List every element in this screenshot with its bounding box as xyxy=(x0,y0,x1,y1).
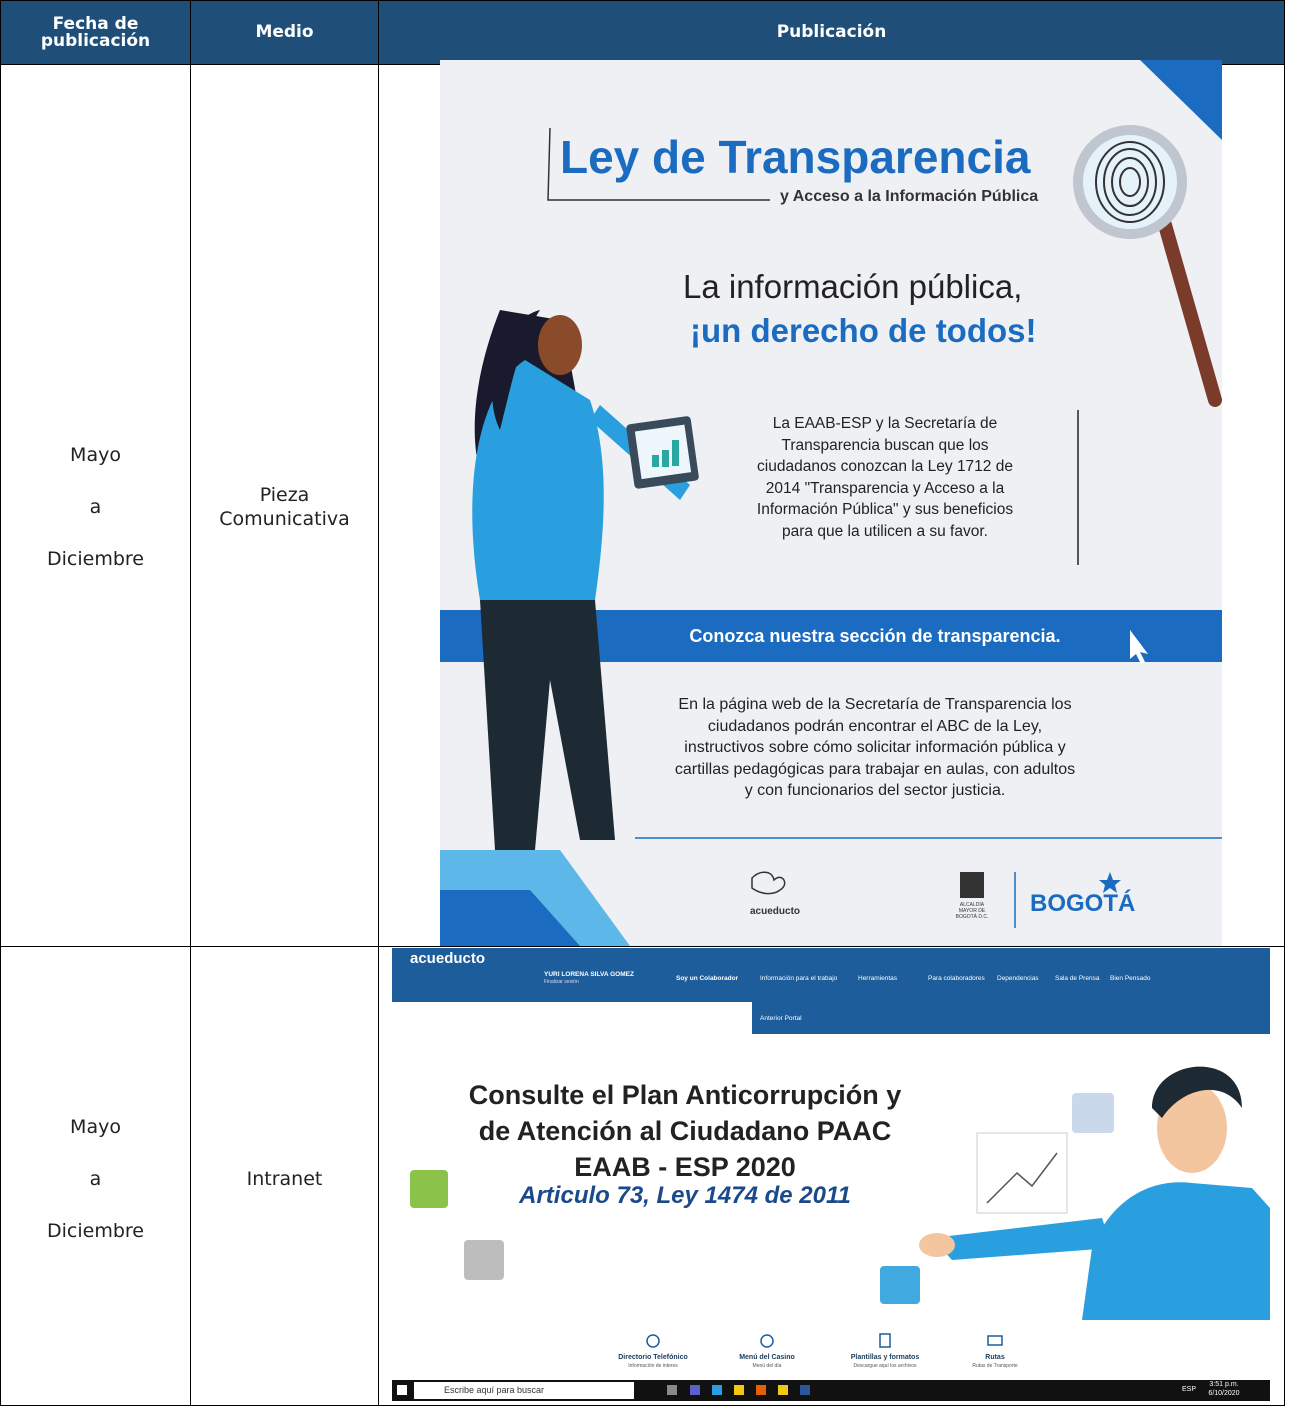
intranet-screenshot: acueducto YURI LORENA SILVA GOMEZ Finali… xyxy=(392,948,1270,1401)
table-cell: Mayo a Diciembre xyxy=(0,64,191,947)
shortcut-caption: Descargue aquí los archivos xyxy=(853,1363,917,1369)
header-cell: Fecha de publicación xyxy=(0,0,191,65)
logo-text: BOGOTÁ xyxy=(1030,890,1136,917)
nav-gap xyxy=(392,1002,752,1034)
date-text: Mayo xyxy=(70,1116,121,1138)
body-line: La EAAB-ESP y la Secretaría de xyxy=(772,415,998,432)
floor xyxy=(440,890,580,946)
medium-text: Intranet xyxy=(246,1168,323,1190)
nav-item[interactable]: Herramientas xyxy=(858,975,898,982)
magnifier-handle xyxy=(1158,218,1222,407)
date-text: Mayo xyxy=(70,444,121,466)
star xyxy=(1099,872,1121,893)
illustration xyxy=(410,1066,1270,1320)
search-placeholder[interactable]: Escribe aquí para buscar xyxy=(444,1385,545,1395)
nav-item[interactable]: Para colaboradores xyxy=(928,975,985,982)
shortcut-title[interactable]: Directorio Telefónico xyxy=(618,1354,688,1361)
footer-line: cartillas pedagógicas para trabajar en a… xyxy=(674,760,1076,778)
shortcut-title[interactable]: Menú del Casino xyxy=(739,1354,795,1361)
table-cell: Mayo a Diciembre xyxy=(0,946,191,1406)
nav-item[interactable]: Anterior Portal xyxy=(760,1015,802,1022)
intranet-art xyxy=(392,948,1270,1401)
body-line: ciudadanos conozcan la Ley 1712 de xyxy=(757,458,1013,475)
date-text: a xyxy=(89,496,102,518)
lang: ESP xyxy=(1182,1386,1197,1393)
date-text: Diciembre xyxy=(47,1220,144,1242)
heading-line: de Atención al Ciudadano PAAC xyxy=(478,1116,892,1146)
header-text: Fecha de publicación xyxy=(40,13,151,51)
search-box xyxy=(414,1382,634,1399)
fingerprint xyxy=(1095,141,1165,223)
header-text: Medio xyxy=(255,22,314,42)
intranet-logo: acueducto xyxy=(410,950,486,967)
nav-item[interactable]: Información para el trabajo xyxy=(760,975,838,982)
body-line: 2014 "Transparencia y Acceso a la xyxy=(765,479,1005,497)
table-cell: Intranet xyxy=(190,946,379,1406)
footer-line: y con funcionarios del sector justicia. xyxy=(744,782,1006,799)
nav-item[interactable]: Sala de Prensa xyxy=(1055,975,1100,982)
start-button xyxy=(397,1385,407,1395)
date-text: Diciembre xyxy=(47,548,144,570)
woman xyxy=(472,310,699,850)
header-cell: Medio xyxy=(190,0,379,65)
header-text: Publicación xyxy=(776,22,887,42)
medium-text: Pieza Comunicativa xyxy=(219,484,350,530)
title-bracket xyxy=(547,127,770,201)
magnifier xyxy=(1073,125,1187,239)
shortcut-caption: Rutas de Transporte xyxy=(972,1363,1018,1369)
subheading: Articulo 73, Ley 1474 de 2011 xyxy=(519,1182,851,1209)
user-name: YURI LORENA SILVA GOMEZ xyxy=(544,971,634,978)
heading-line: EAAB - ESP 2020 xyxy=(574,1152,796,1182)
body-line: Transparencia buscan que los xyxy=(781,436,989,454)
date-text: a xyxy=(89,1168,102,1190)
logo-text: ALCALDÍA MAYOR DE BOGOTÁ D.C. xyxy=(955,902,989,920)
poster-art xyxy=(440,60,1222,946)
shortcut-caption: Menú del día xyxy=(752,1363,782,1369)
clock-time: 3:51 p.m. xyxy=(1209,1381,1239,1388)
logo-text: acueducto xyxy=(749,906,801,917)
nav-item[interactable]: Bien Pensado xyxy=(1110,975,1151,982)
shield xyxy=(960,872,984,898)
shortcut-icons xyxy=(646,1333,1003,1348)
poster-title: Ley de Transparencia xyxy=(560,131,1031,183)
table-cell: Pieza Comunicativa xyxy=(190,64,379,947)
banner-text: Conozca nuestra sección de transparencia… xyxy=(689,626,1061,646)
shortcut-title[interactable]: Rutas xyxy=(985,1354,1005,1361)
acueducto-logo xyxy=(751,871,786,895)
nav-item[interactable]: Soy un Colaborador xyxy=(676,975,739,982)
heading-line: Consulte el Plan Anticorrupción y xyxy=(468,1080,902,1110)
poster-subtitle: y Acceso a la Información Pública xyxy=(780,188,1039,205)
headline: La información pública, xyxy=(683,268,1023,305)
body-line: para que la utilicen a su favor. xyxy=(782,522,988,540)
header-cell: Publicación xyxy=(378,0,1285,65)
shortcut-caption: Información de interes xyxy=(628,1363,678,1369)
shortcut-title[interactable]: Plantillas y formatos xyxy=(850,1354,920,1361)
footer-line: instructivos sobre cómo solicitar inform… xyxy=(684,739,1066,756)
clock-date: 6/10/2020 xyxy=(1208,1390,1240,1397)
body-line: Información Pública" y sus beneficios xyxy=(756,501,1014,518)
footer-line: En la página web de la Secretaría de Tra… xyxy=(678,696,1072,713)
footer-line: ciudadanos podrán encontrar el ABC de la… xyxy=(707,717,1043,735)
logout[interactable]: Finalizar sesión xyxy=(544,979,579,985)
headline: ¡un derecho de todos! xyxy=(690,312,1037,349)
cursor xyxy=(1130,630,1148,664)
taskbar-apps xyxy=(667,1385,810,1395)
nav-item[interactable]: Dependencias xyxy=(997,975,1039,982)
corner xyxy=(1140,60,1222,140)
poster: Ley de Transparencia y Acceso a la Infor… xyxy=(440,60,1222,946)
